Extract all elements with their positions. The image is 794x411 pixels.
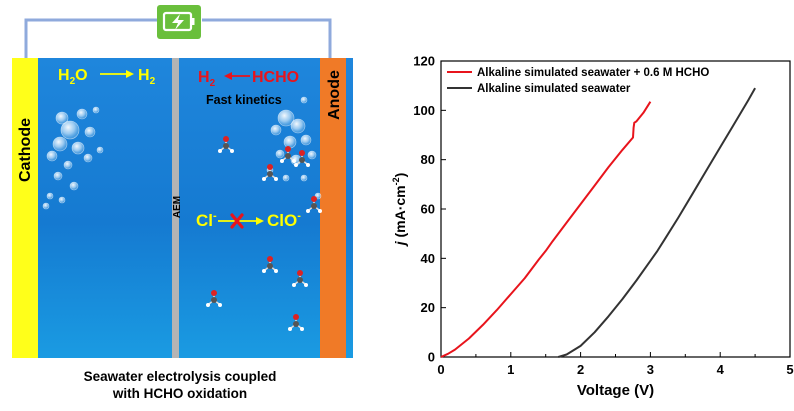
formaldehyde-molecule-icon (218, 136, 234, 153)
electrolyte-tank (12, 58, 353, 358)
bubble (277, 109, 295, 127)
bubble (300, 174, 308, 182)
anion-exchange-membrane (172, 58, 179, 358)
bubble (283, 135, 297, 149)
bubble (42, 202, 50, 210)
bubble (63, 160, 73, 170)
y-axis-label: j (mA·cm-2) (391, 173, 408, 248)
legend-label-2: Alkaline simulated seawater (477, 83, 631, 95)
caption-line-1: Seawater electrolysis coupled (83, 369, 277, 384)
y-tick-label: 120 (413, 54, 435, 69)
y-tick-label: 80 (421, 152, 435, 167)
anode-note: Fast kinetics (206, 93, 282, 107)
series-line-1 (440, 101, 652, 358)
x-tick-label: 5 (786, 362, 793, 377)
x-tick-label: 0 (437, 362, 444, 377)
series-line-2 (558, 87, 756, 358)
y-tick-label: 100 (413, 103, 435, 118)
anode-reaction: H2 HCHO (198, 69, 299, 89)
bubble (282, 174, 290, 182)
bubble (46, 150, 58, 162)
bubble (58, 196, 66, 204)
legend-label-1: Alkaline simulated seawater + 0.6 M HCHO (477, 67, 709, 79)
bubble (300, 96, 308, 104)
formaldehyde-molecule-icon (292, 270, 308, 287)
bubble (270, 124, 282, 136)
formaldehyde-molecule-icon (306, 196, 322, 213)
bubble (307, 150, 317, 160)
cathode-reactant-base: H (58, 67, 70, 84)
schematic-caption: Seawater electrolysis coupled with HCHO … (0, 368, 360, 402)
y-tick-label: 60 (421, 202, 435, 217)
battery-charging-icon (157, 5, 201, 39)
bubble (55, 111, 69, 125)
bubble (53, 171, 63, 181)
y-tick-label: 20 (421, 300, 435, 315)
formaldehyde-molecule-icon (262, 256, 278, 273)
bubble (71, 141, 85, 155)
bubble (83, 153, 93, 163)
bubble (76, 108, 88, 120)
bubble (96, 146, 104, 154)
cathode-electrode (12, 58, 38, 358)
bubble (60, 120, 80, 140)
formaldehyde-molecule-icon (206, 290, 222, 307)
svg-text:H2: H2 (138, 67, 156, 87)
svg-text:ClO-: ClO- (267, 210, 301, 230)
bubble (300, 134, 312, 146)
cathode-reaction: H2O H2 (58, 67, 156, 87)
y-tick-label: 0 (428, 350, 435, 365)
svg-text:HCHO: HCHO (252, 69, 299, 86)
formaldehyde-molecule-icon (262, 164, 278, 181)
x-tick-label: 2 (577, 362, 584, 377)
formaldehyde-molecules (206, 136, 322, 331)
external-circuit-wire (24, 18, 332, 58)
cathode-label: Cathode (17, 118, 34, 182)
formaldehyde-molecule-icon (288, 314, 304, 331)
caption-line-2: with HCHO oxidation (112, 386, 248, 401)
formaldehyde-molecule-icon (280, 146, 296, 163)
polarization-chart: 0 1 2 3 4 5 0 20 40 60 80 100 120 Voltage (V) j (mA·cm… (391, 54, 794, 400)
anode-electrode (320, 58, 346, 358)
bubble (290, 118, 306, 134)
bubble (46, 192, 54, 200)
svg-text:H2O: H2O (58, 67, 88, 87)
anode-label: Anode (326, 70, 343, 120)
x-axis-label: Voltage (V) (577, 382, 654, 399)
x-tick-label: 4 (717, 362, 725, 377)
chloride-oxidation-blocked: Cl- ClO- (196, 210, 301, 230)
x-tick-label: 3 (647, 362, 654, 377)
svg-text:Cl-: Cl- (196, 210, 217, 230)
svg-text:H2: H2 (198, 69, 216, 89)
hydrogen-bubbles (42, 96, 322, 210)
x-tick-label: 1 (507, 362, 514, 377)
electrolyzer-schematic: Cathode Anode AEM H2O H2 H2 HCHO Fast ki… (12, 5, 353, 358)
bubble (275, 149, 285, 159)
blocked-cross-icon (230, 213, 244, 229)
bubble (52, 136, 68, 152)
y-tick-label: 40 (421, 251, 435, 266)
bubble (69, 181, 79, 191)
bubble (84, 126, 96, 138)
membrane-label: AEM (172, 196, 183, 218)
formaldehyde-molecule-icon (294, 150, 310, 167)
bubble (92, 106, 100, 114)
